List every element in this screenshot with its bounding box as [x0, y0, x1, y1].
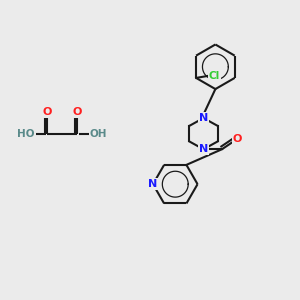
- Text: Cl: Cl: [209, 70, 220, 80]
- Text: N: N: [199, 113, 208, 123]
- Text: N: N: [199, 144, 208, 154]
- Text: O: O: [73, 107, 82, 117]
- Text: O: O: [233, 134, 242, 144]
- Text: HO: HO: [17, 129, 35, 139]
- Text: OH: OH: [90, 129, 107, 139]
- Text: N: N: [148, 179, 158, 189]
- Text: O: O: [43, 107, 52, 117]
